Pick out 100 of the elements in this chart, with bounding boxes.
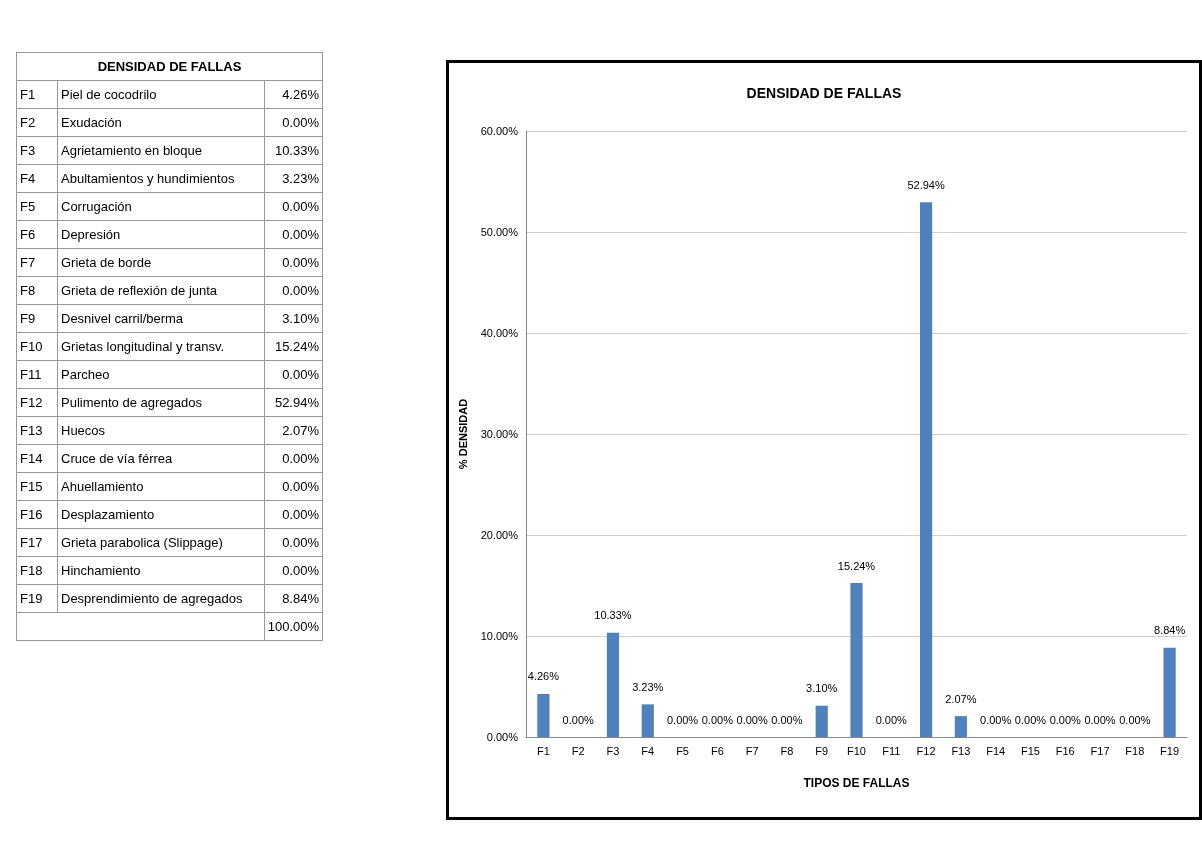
data-label: 0.00% [264,192,323,221]
data-label: 0.00% [264,220,323,249]
x-tick-label: F5 [676,744,689,757]
bar [954,716,967,737]
data-label: 0.00% [1014,713,1047,726]
text: Pulimento de agregados [57,388,265,417]
x-tick-label: F1 [536,744,550,757]
category-label: F6 [16,220,58,249]
data-label: 8.84% [264,584,323,613]
category-label: F3 [16,136,58,165]
data-label: 0.00% [1084,713,1116,726]
x-tick-label: F10 [847,744,866,757]
bar [641,704,654,737]
category-label: F10 [16,332,58,361]
bar [815,705,828,737]
text: Desnivel carril/berma [57,304,265,333]
y-tick-label: 0.00% [486,731,519,743]
y-tick-label: 50.00% [480,226,519,238]
x-tick-label: F11 [882,744,901,757]
category-label: F14 [16,444,58,473]
x-tick-label: F14 [986,744,1006,757]
text: Depresión [57,220,265,249]
data-label: 0.00% [264,108,323,137]
category-label: F8 [16,276,58,305]
data-label: 15.24% [837,559,876,572]
text: Grietas longitudinal y transv. [57,332,265,361]
data-label: 0.00% [1119,713,1151,726]
text: Desplazamiento [57,500,265,529]
data-label: 4.26% [264,80,323,109]
x-tick-label: F13 [951,744,971,757]
data-label: 4.26% [527,670,560,683]
text: Huecos [57,416,265,445]
x-tick-label: F16 [1055,744,1075,757]
data-label: 2.07% [264,416,323,445]
x-tick-label: F2 [571,744,585,757]
category-label: F9 [16,304,58,333]
x-tick-label: F7 [745,744,759,757]
category-label: F18 [16,556,58,585]
y-tick-label: 30.00% [480,428,519,440]
x-tick-label: F12 [916,744,936,757]
category-label: F12 [16,388,58,417]
data-label: 3.23% [632,680,664,693]
data-label: 0.00% [562,713,594,726]
text: Exudación [57,108,265,137]
data-label: 0.00% [264,500,323,529]
data-label: 0.00% [875,713,908,726]
category-label: F17 [16,528,58,557]
x-tick-label: F8 [780,744,794,757]
text: 100.00% [267,619,319,634]
text: Grieta de borde [57,248,265,277]
text: Cruce de vía férrea [57,444,265,473]
data-label: 0.00% [264,528,323,557]
data-label: 0.00% [264,248,323,277]
category-label: F16 [16,500,58,529]
text: Ahuellamiento [57,472,265,501]
x-axis-title: TIPOS DE FALLAS [803,776,910,790]
category-label: F15 [16,472,58,501]
data-label: 0.00% [666,713,699,726]
text: DENSIDAD DE FALLAS [16,52,323,81]
y-tick-label: 40.00% [480,327,519,339]
category-label: F4 [16,164,58,193]
data-label: 0.00% [980,713,1012,726]
bar [606,632,620,737]
data-label: 52.94% [264,388,323,417]
data-label: 0.00% [1049,713,1082,726]
bar [537,693,550,737]
x-tick-label: F19 [1160,744,1180,757]
y-axis-title: % DENSIDAD [456,398,469,470]
data-label: 0.00% [264,472,323,501]
x-tick-label: F15 [1020,744,1040,757]
category-label: F5 [16,192,58,221]
bar [919,202,933,737]
x-tick-label: F18 [1125,744,1145,757]
x-tick-label: F4 [641,744,655,757]
y-tick-label: 10.00% [480,630,519,642]
data-label: 0.00% [264,360,323,389]
data-label: 10.33% [594,609,632,622]
category-label: F19 [16,584,58,613]
category-label: F1 [16,80,58,109]
data-label: 52.94% [907,178,945,191]
data-label: 0.00% [264,444,323,473]
data-label: 3.10% [264,304,323,333]
chart-title: DENSIDAD DE FALLAS [746,85,902,101]
data-label: 0.00% [264,276,323,305]
category-label: F7 [16,248,58,277]
text: Agrietamiento en bloque [57,136,265,165]
x-tick-label: F3 [606,744,620,757]
data-label: 15.24% [264,332,323,361]
text: Grieta parabolica (Slippage) [57,528,265,557]
text: Abultamientos y hundimientos [57,164,265,193]
category-label: F13 [16,416,58,445]
bar [1163,647,1176,737]
text: Parcheo [57,360,265,389]
x-tick-label: F9 [815,744,829,757]
text: Desprendimiento de agregados [57,584,265,613]
category-label: F2 [16,108,58,137]
data-label: 0.00% [264,556,323,585]
x-tick-label: F17 [1090,744,1110,757]
data-label: 3.10% [806,682,838,695]
data-label: 3.23% [264,164,323,193]
